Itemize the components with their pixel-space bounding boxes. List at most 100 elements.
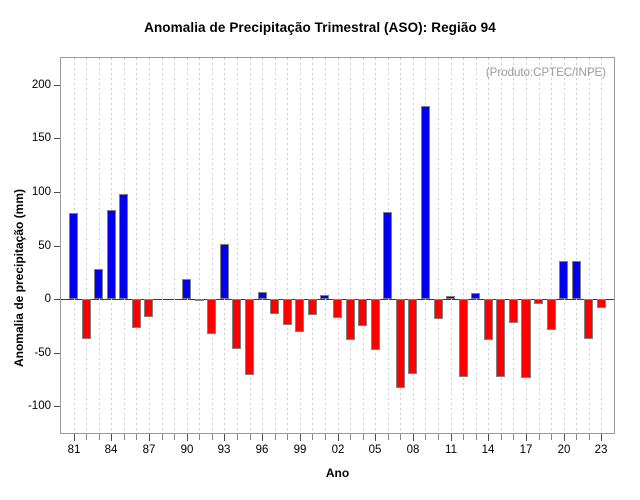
bar-87 — [144, 299, 154, 318]
bar-15 — [496, 299, 506, 378]
gridline-vertical — [86, 58, 87, 433]
x-tick-label: 99 — [293, 444, 307, 456]
x-tick-label: 02 — [331, 444, 345, 456]
gridline-vertical — [312, 58, 313, 433]
gridline-vertical — [576, 58, 577, 433]
x-tick-minor — [212, 434, 213, 440]
x-tick-minor — [325, 434, 326, 440]
y-tick-label: 200 — [31, 79, 51, 91]
bar-81 — [69, 213, 79, 300]
x-tick-label: 84 — [104, 444, 118, 456]
x-tick-minor — [425, 434, 426, 440]
x-tick-major — [224, 434, 225, 441]
gridline-vertical — [250, 58, 251, 433]
bar-16 — [508, 299, 518, 323]
x-tick-major — [526, 434, 527, 441]
gridline-vertical — [287, 58, 288, 433]
bar-11 — [446, 295, 456, 300]
x-tick-label: 11 — [445, 444, 457, 456]
y-tick — [54, 246, 60, 247]
gridline-vertical — [601, 58, 602, 433]
x-tick-major — [74, 434, 75, 441]
plot-inner — [61, 58, 614, 433]
x-tick-minor — [388, 434, 389, 440]
x-tick-minor — [237, 434, 238, 440]
x-tick-major — [564, 434, 565, 441]
gridline-vertical — [136, 58, 137, 433]
bar-85 — [119, 194, 129, 300]
x-axis-title: Ano — [325, 466, 350, 480]
x-tick-minor — [363, 434, 364, 440]
bar-94 — [232, 299, 242, 350]
gridline-vertical — [463, 58, 464, 433]
x-tick-minor — [124, 434, 125, 440]
bar-06 — [383, 212, 393, 300]
y-axis-title: Anomalia de precipitação (mm) — [12, 188, 26, 368]
x-tick-label: 87 — [142, 444, 156, 456]
gridline-vertical — [199, 58, 200, 433]
gridline-vertical — [363, 58, 364, 433]
gridline-vertical — [438, 58, 439, 433]
x-tick-minor — [589, 434, 590, 440]
x-tick-major — [413, 434, 414, 441]
bar-99 — [295, 299, 305, 333]
bar-21 — [571, 260, 581, 300]
gridline-vertical — [212, 58, 213, 433]
page-title: Anomalia de Precipitação Trimestral (ASO… — [144, 20, 496, 35]
y-axis: Anomalia de precipitação (mm) -100 -50 0 50… — [0, 57, 60, 434]
bar-98 — [282, 299, 292, 325]
bar-19 — [546, 299, 556, 331]
x-tick-label: 96 — [255, 444, 269, 456]
bar-95 — [244, 299, 255, 376]
x-tick-minor — [438, 434, 439, 440]
y-tick — [54, 299, 60, 300]
x-tick-label: 93 — [217, 444, 231, 456]
gridline-vertical — [350, 58, 351, 433]
x-tick-minor — [463, 434, 464, 440]
gridline-vertical — [162, 58, 163, 433]
bar-13 — [471, 292, 481, 300]
x-tick-major — [111, 434, 112, 441]
gridline-vertical — [99, 58, 100, 433]
x-tick-major — [488, 434, 489, 441]
bar-90 — [182, 278, 192, 300]
x-tick-major — [375, 434, 376, 441]
y-tick-label: 150 — [31, 132, 51, 144]
bar-12 — [458, 299, 468, 378]
x-tick-label: 05 — [368, 444, 382, 456]
bar-05 — [370, 299, 380, 351]
y-tick-label: 0 — [44, 293, 51, 305]
x-tick-minor — [551, 434, 552, 440]
y-tick — [54, 192, 60, 193]
x-tick-minor — [287, 434, 288, 440]
x-tick-minor — [174, 434, 175, 440]
x-tick-major — [601, 434, 602, 441]
x-tick-major — [262, 434, 263, 441]
bar-91 — [194, 299, 204, 302]
bar-00 — [307, 299, 317, 316]
gridline-vertical — [551, 58, 552, 433]
x-tick-minor — [199, 434, 200, 440]
gridline-vertical — [338, 58, 339, 433]
bar-03 — [345, 299, 355, 340]
bar-96 — [257, 291, 267, 300]
gridline-vertical — [564, 58, 565, 433]
x-tick-minor — [250, 434, 251, 440]
bar-92 — [207, 299, 217, 335]
gridline-vertical — [149, 58, 150, 433]
bar-04 — [358, 299, 368, 326]
bar-22 — [584, 299, 594, 339]
gridline-vertical — [237, 58, 238, 433]
x-tick-label: 81 — [67, 444, 81, 456]
gridline-vertical — [451, 58, 452, 433]
gridline-vertical — [589, 58, 590, 433]
gridline-vertical — [526, 58, 527, 433]
bar-14 — [483, 299, 493, 340]
gridline-vertical — [488, 58, 489, 433]
bar-08 — [408, 299, 418, 375]
gridline-vertical — [300, 58, 301, 433]
gridline-vertical — [174, 58, 175, 433]
x-tick-major — [300, 434, 301, 441]
x-tick-label: 14 — [481, 444, 495, 456]
